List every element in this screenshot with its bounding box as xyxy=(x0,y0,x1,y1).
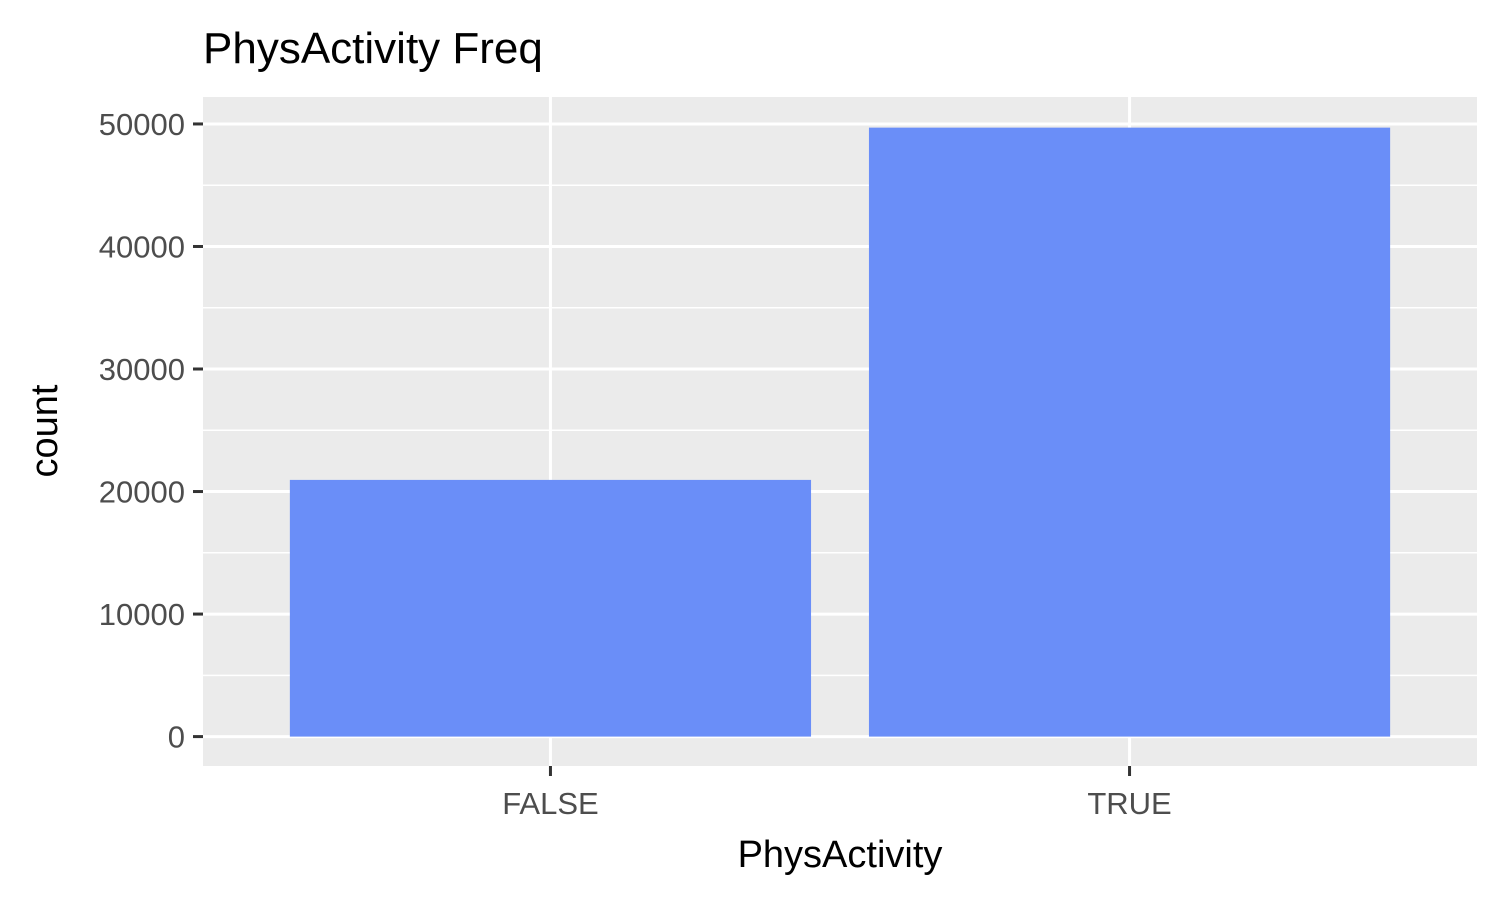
bar-false xyxy=(289,479,812,737)
y-tick-label: 0 xyxy=(168,720,185,755)
y-tick-label: 40000 xyxy=(99,229,185,264)
y-tick-label: 30000 xyxy=(99,352,185,387)
y-axis: 0 10000 20000 30000 40000 50000 xyxy=(99,107,203,755)
chart-title: PhysActivity Freq xyxy=(203,24,543,73)
x-axis-title: PhysActivity xyxy=(738,834,943,876)
y-tick-label: 20000 xyxy=(99,475,185,510)
x-tick-label: FALSE xyxy=(502,786,599,821)
bars xyxy=(289,127,1391,737)
y-axis-title: count xyxy=(24,384,66,477)
bar-true xyxy=(868,127,1391,737)
y-tick-label: 10000 xyxy=(99,597,185,632)
y-tick-label: 50000 xyxy=(99,107,185,142)
x-axis: FALSE TRUE xyxy=(502,766,1172,821)
x-tick-label: TRUE xyxy=(1087,786,1171,821)
